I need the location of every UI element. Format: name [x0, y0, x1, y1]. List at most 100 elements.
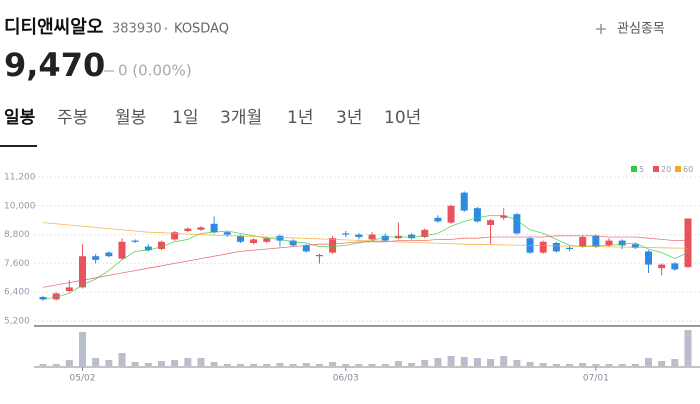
plus-icon	[596, 24, 606, 34]
volume-bar	[157, 361, 165, 366]
candle-body	[434, 217, 442, 222]
volume-bar	[263, 364, 271, 366]
candle-body	[566, 247, 574, 249]
volume-bar	[250, 364, 258, 366]
candle-body	[618, 240, 626, 246]
candle-body	[52, 293, 60, 300]
candle-body	[671, 263, 679, 270]
volume-bar	[631, 364, 639, 366]
volume-bar	[500, 356, 508, 366]
volume-bar	[460, 357, 468, 366]
candle-body	[605, 240, 613, 246]
candle-body	[342, 233, 350, 235]
candle-body	[500, 215, 508, 218]
volume-bar	[92, 358, 100, 366]
candle-body	[171, 232, 179, 240]
volume-bar	[579, 363, 587, 366]
tab[interactable]: 1년	[287, 108, 313, 128]
volume-bar	[236, 364, 244, 366]
y-tick-label: 6,400	[4, 288, 30, 298]
volume-bar	[552, 364, 560, 366]
watch-button[interactable]: 관심종목	[596, 22, 665, 37]
candle-body	[658, 264, 666, 269]
candle-body	[355, 234, 363, 237]
y-tick-label: 10,000	[4, 201, 36, 211]
candle-body	[223, 232, 231, 235]
ma-line	[42, 215, 689, 300]
candle-body	[39, 297, 47, 300]
candle-body	[92, 256, 100, 260]
volume-bar	[131, 362, 139, 366]
volume-bar	[618, 364, 626, 366]
volume-bar	[329, 362, 337, 366]
candle-body	[315, 255, 323, 257]
tab[interactable]: 10년	[384, 108, 421, 128]
legend-label: 60	[683, 165, 693, 174]
volume-bar	[342, 364, 350, 366]
tab[interactable]: 주봉	[57, 108, 88, 128]
candle-body	[118, 241, 126, 259]
candle-body	[144, 246, 152, 251]
y-tick-label: 7,600	[4, 259, 30, 269]
price: 9,470	[4, 46, 105, 84]
candle-body	[684, 218, 692, 267]
tab[interactable]: 3개월	[220, 108, 262, 128]
volume-bar	[78, 332, 86, 366]
candle-body	[131, 240, 139, 242]
volume-bar	[526, 362, 534, 366]
volume-bar	[605, 364, 613, 366]
candle-body	[65, 287, 73, 291]
candle-body	[645, 251, 653, 265]
x-tick-label: 05/02	[70, 374, 96, 384]
candle-body	[447, 205, 455, 223]
tab[interactable]: 월봉	[115, 108, 146, 128]
candle-body	[276, 235, 284, 241]
volume-bar	[592, 364, 600, 366]
volume-bar	[197, 358, 205, 366]
tab[interactable]: 3년	[336, 108, 362, 128]
volume-bar	[184, 358, 192, 366]
tab[interactable]: 1일	[172, 108, 198, 128]
legend-swatch	[653, 166, 659, 172]
volume-bar	[434, 358, 442, 366]
candle-body	[421, 229, 429, 237]
volume-bar	[105, 360, 113, 366]
volume-bar	[144, 363, 152, 366]
y-tick-label: 11,200	[4, 173, 36, 183]
volume-bar	[355, 364, 363, 366]
volume-bar	[513, 360, 521, 366]
x-tick-label: 06/03	[333, 374, 359, 384]
volume-bar	[52, 364, 60, 366]
separator: •	[163, 24, 169, 35]
volume-bar	[302, 363, 310, 366]
volume-bar	[447, 356, 455, 366]
volume-bar	[65, 360, 73, 366]
volume-bar	[671, 359, 679, 366]
candle-body	[487, 220, 495, 225]
legend-swatch	[631, 166, 637, 172]
volume-bar	[408, 363, 416, 366]
volume-bar	[684, 330, 692, 366]
stock-code: 383930	[112, 22, 162, 37]
y-tick-label: 8,800	[4, 230, 30, 240]
candle-body	[289, 240, 297, 246]
volume-bar	[210, 362, 218, 366]
candle-body	[408, 234, 416, 239]
market: KOSDAQ	[174, 22, 229, 37]
candle-body	[473, 208, 481, 222]
candle-body	[157, 241, 165, 249]
legend-label: 20	[661, 165, 671, 174]
change: 0 (0.00%)	[118, 62, 192, 80]
candle-body	[368, 234, 376, 240]
candle-body	[513, 214, 521, 234]
candle-body	[381, 235, 389, 241]
tab[interactable]: 일봉	[4, 108, 36, 128]
candle-body	[197, 227, 205, 230]
candle-body	[184, 228, 192, 231]
volume-bar	[39, 364, 47, 366]
candle-body	[579, 237, 587, 247]
legend-swatch	[675, 166, 681, 172]
volume-bar	[368, 364, 376, 366]
stock-name: 디티앤씨알오	[4, 17, 103, 38]
